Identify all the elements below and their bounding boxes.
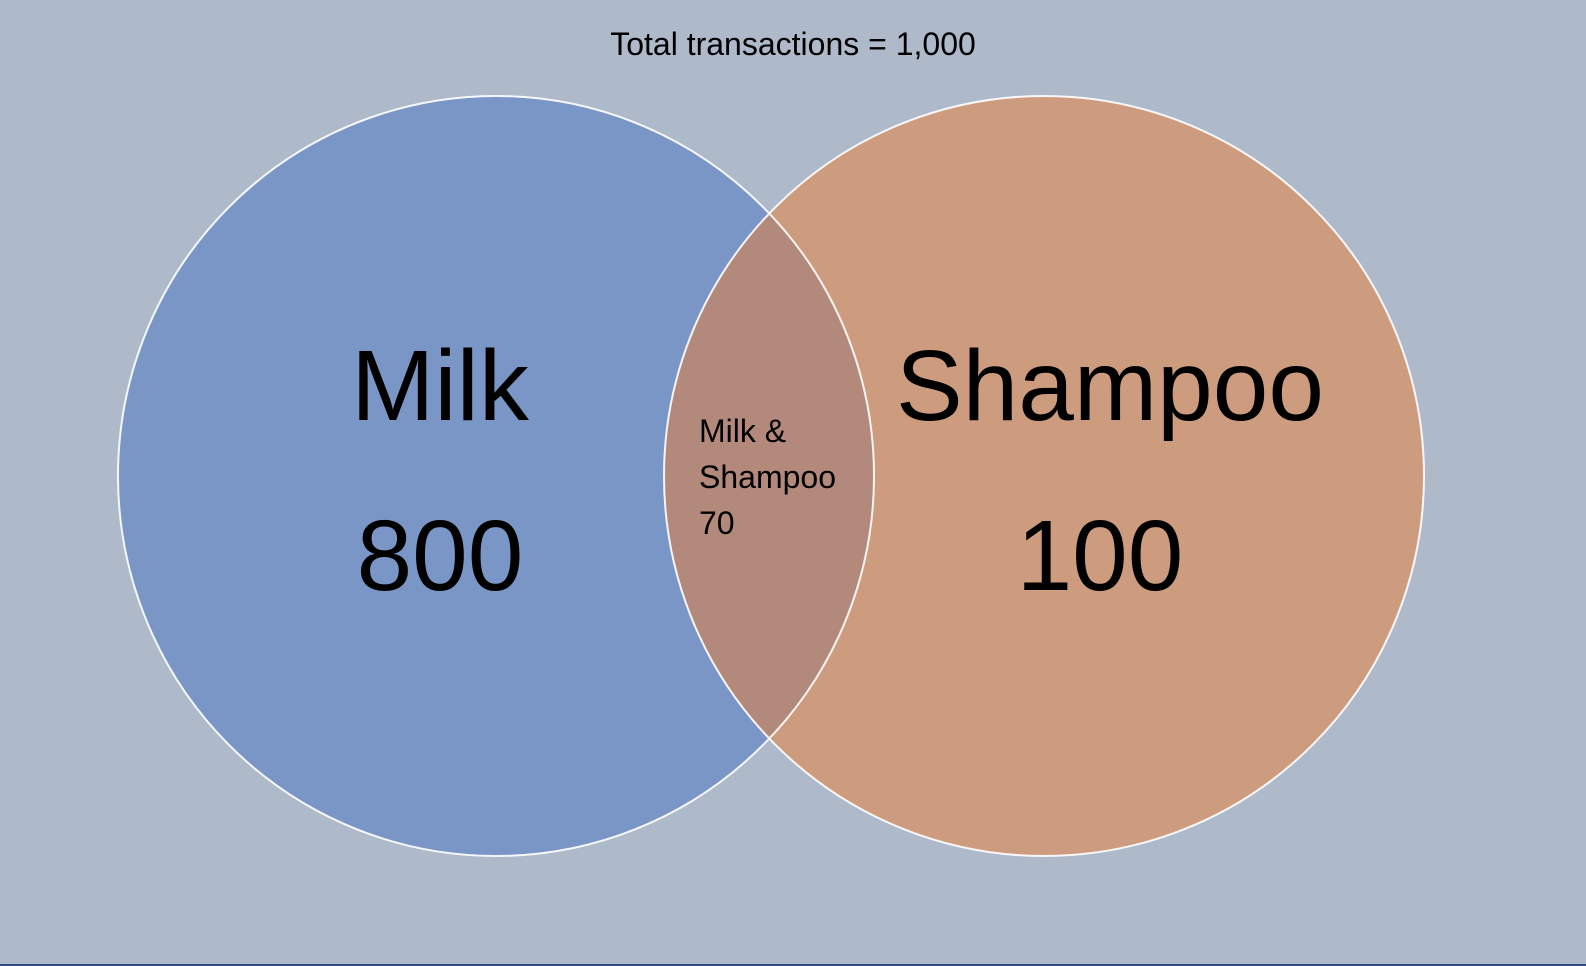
shampoo-set-count: 100 [1016, 500, 1184, 612]
overlap-label: Milk & Shampoo 70 [699, 408, 836, 546]
milk-set-count: 800 [356, 500, 524, 612]
total-transactions-label: Total transactions = 1,000 [610, 26, 976, 62]
overlap-count: 70 [699, 505, 735, 541]
milk-circle [118, 96, 874, 856]
shampoo-circle [664, 96, 1424, 856]
shampoo-set-label: Shampoo [895, 330, 1325, 442]
overlap-label-line1: Milk & [699, 413, 787, 449]
milk-set-label: Milk [351, 330, 529, 442]
milk-circle-outline [117, 95, 875, 857]
shampoo-circle-outline [663, 95, 1425, 857]
overlap-label-line2: Shampoo [699, 459, 836, 495]
